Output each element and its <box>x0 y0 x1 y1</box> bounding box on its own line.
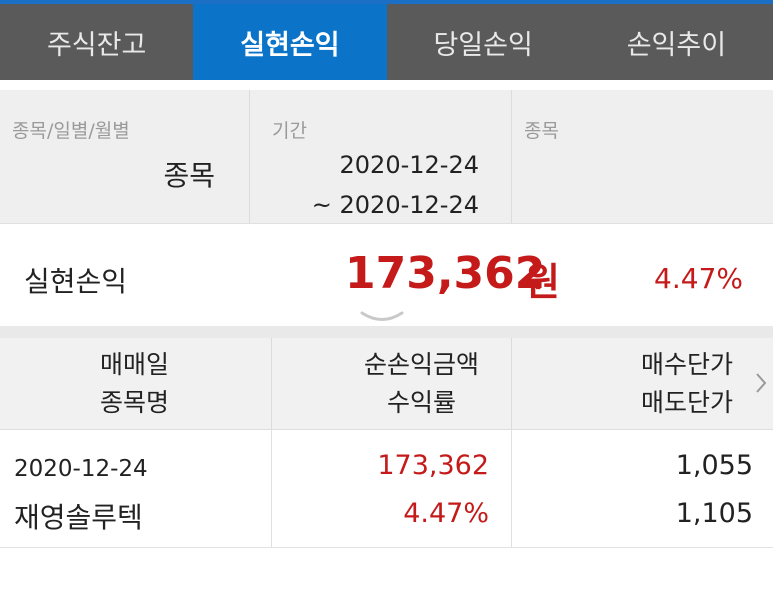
tab-realized-pnl[interactable]: 실현손익 <box>193 4 387 80</box>
header-net-pnl: 순손익금액 <box>363 350 479 379</box>
type-filter[interactable]: 종목/일별/월별 종목 <box>0 90 250 223</box>
tab-bar: 주식잔고 실현손익 당일손익 손익추이 <box>0 0 773 80</box>
period-filter[interactable]: 기간 2020-12-24 ~ 2020-12-24 <box>250 90 512 223</box>
row-sell-price: 1,105 <box>675 498 753 529</box>
stock-filter-label: 종목 <box>524 120 559 142</box>
stock-filter[interactable]: 종목 <box>512 90 773 223</box>
cell-prices: 1,055 1,105 <box>512 430 773 547</box>
summary-label: 실현손익 <box>24 265 128 298</box>
header-buy-price: 매수단가 <box>640 350 733 379</box>
realized-pnl-summary: 실현손익 173,362 원 4.47% <box>0 226 773 326</box>
row-net-pnl: 173,362 <box>377 450 489 481</box>
header-stock-name: 종목명 <box>99 388 169 417</box>
tab-pnl-trend[interactable]: 손익추이 <box>626 29 727 61</box>
table-header: 매매일 종목명 순손익금액 수익률 매수단가 매도단가 <box>0 338 773 430</box>
table-row[interactable]: 2020-12-24 재영솔루텍 173,362 4.47% 1,055 1,1… <box>0 430 773 548</box>
row-return-rate: 4.47% <box>403 498 489 529</box>
tab-today-pnl[interactable]: 당일손익 <box>433 29 533 61</box>
chevron-right-icon[interactable] <box>755 372 767 394</box>
date-range: 2020-12-24 ~ 2020-12-24 <box>312 145 479 225</box>
summary-rate: 4.47% <box>654 262 743 295</box>
header-date-name: 매매일 종목명 <box>0 338 272 429</box>
header-prices: 매수단가 매도단가 <box>512 338 773 429</box>
summary-unit: 원 <box>525 260 560 304</box>
type-filter-value: 종목 <box>163 159 215 192</box>
chevron-down-icon[interactable] <box>360 310 404 326</box>
date-to: ~ 2020-12-24 <box>311 191 479 219</box>
cell-date-name: 2020-12-24 재영솔루텍 <box>0 430 272 547</box>
cell-pnl-rate: 173,362 4.47% <box>272 430 512 547</box>
type-filter-label: 종목/일별/월별 <box>12 120 130 142</box>
period-filter-label: 기간 <box>272 120 307 142</box>
header-return-rate: 수익률 <box>386 388 456 417</box>
row-stock-name: 재영솔루텍 <box>14 501 143 534</box>
section-divider <box>0 326 773 338</box>
summary-amount: 173,362 <box>345 248 546 299</box>
header-pnl-rate: 순손익금액 수익률 <box>272 338 512 429</box>
tab-stock-balance[interactable]: 주식잔고 <box>46 29 147 61</box>
header-sell-price: 매도단가 <box>640 388 733 417</box>
header-trade-date: 매매일 <box>99 350 169 379</box>
filter-row: 종목/일별/월별 종목 기간 2020-12-24 ~ 2020-12-24 종… <box>0 90 773 224</box>
row-buy-price: 1,055 <box>675 450 753 481</box>
date-from: 2020-12-24 <box>339 151 479 179</box>
row-trade-date: 2020-12-24 <box>14 456 148 482</box>
